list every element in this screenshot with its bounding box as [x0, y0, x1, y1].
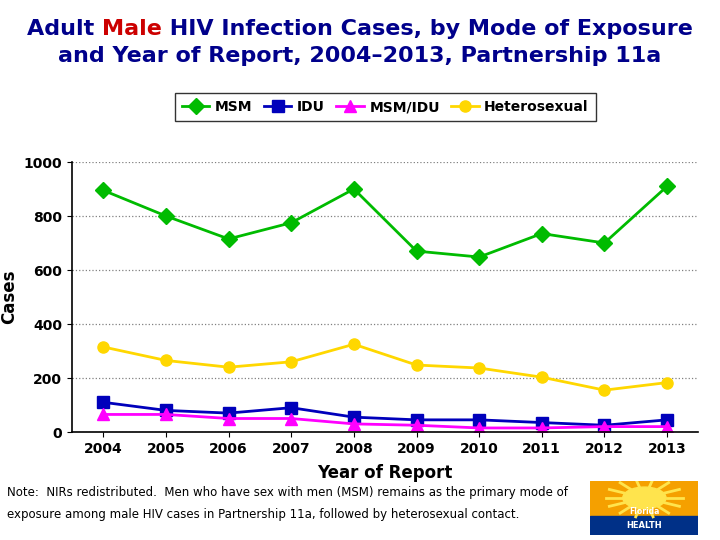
Text: Adult: Adult [27, 19, 102, 39]
Text: and Year of Report, 2004–2013, Partnership 11a: and Year of Report, 2004–2013, Partnersh… [58, 46, 662, 66]
Circle shape [623, 487, 666, 509]
Text: exposure among male HIV cases in Partnership 11a, followed by heterosexual conta: exposure among male HIV cases in Partner… [7, 508, 520, 521]
Legend: MSM, IDU, MSM/IDU, Heterosexual: MSM, IDU, MSM/IDU, Heterosexual [175, 93, 595, 122]
X-axis label: Year of Report: Year of Report [318, 464, 453, 482]
Y-axis label: Cases: Cases [0, 270, 18, 324]
Text: Florida: Florida [629, 508, 660, 516]
Bar [590, 516, 698, 535]
Text: Note:  NIRs redistributed.  Men who have sex with men (MSM) remains as the prima: Note: NIRs redistributed. Men who have s… [7, 486, 568, 499]
Text: HIV Infection Cases, by Mode of Exposure: HIV Infection Cases, by Mode of Exposure [162, 19, 693, 39]
Bar [590, 481, 698, 516]
Text: Male: Male [102, 19, 162, 39]
Text: HEALTH: HEALTH [626, 521, 662, 530]
